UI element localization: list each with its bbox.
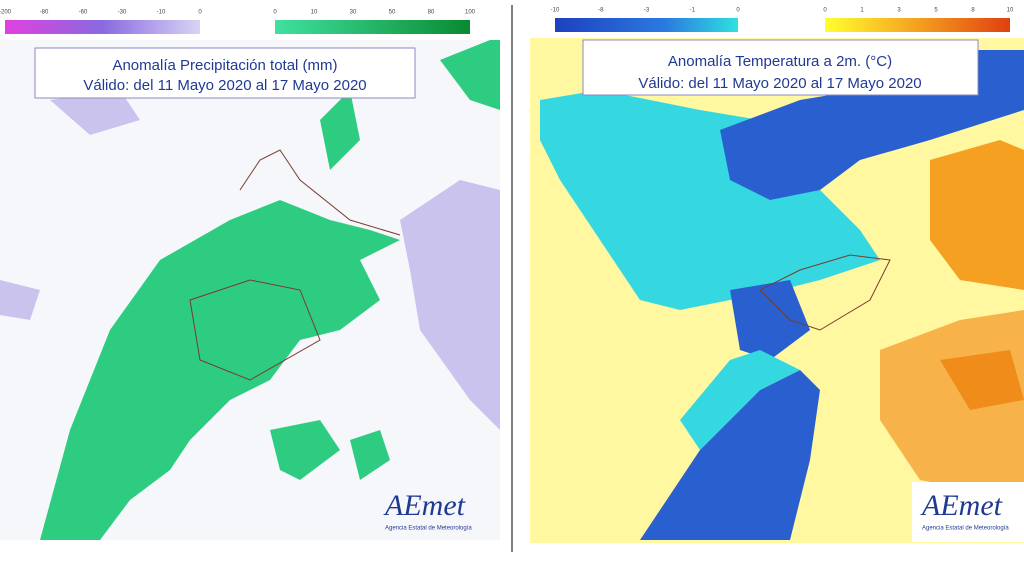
lavender-area xyxy=(400,180,500,430)
title-box xyxy=(34,47,416,99)
green-area xyxy=(440,40,500,110)
colorbar xyxy=(555,18,738,32)
green-area xyxy=(350,430,390,480)
map-title: Anomalía Temperatura a 2m. (°C) xyxy=(668,53,892,70)
logo: AEmet xyxy=(920,489,1003,522)
cyan-area xyxy=(540,90,880,310)
blue-area xyxy=(730,280,810,360)
coastline xyxy=(239,149,401,236)
legend-label: 80 xyxy=(428,10,435,16)
lavender-area xyxy=(50,90,140,135)
title-box xyxy=(582,39,979,96)
orange-area xyxy=(940,350,1024,410)
legend-label: 3 xyxy=(897,8,901,14)
green-area xyxy=(320,90,360,170)
green-area xyxy=(270,420,340,480)
blue-area xyxy=(640,370,820,540)
map-title: Anomalía Precipitación total (mm) xyxy=(112,57,337,74)
precipitation-map: Anomalía Precipitación total (mm) Válido… xyxy=(0,20,500,540)
legend-label: -10 xyxy=(551,8,560,14)
legend-label: -30 xyxy=(118,10,127,16)
legend-label: -60 xyxy=(79,10,88,16)
legend-label: 5 xyxy=(934,8,938,14)
logo-caption: Agencia Estatal de Meteorología xyxy=(922,526,1009,532)
legend-label: 0 xyxy=(198,10,202,16)
logo-box xyxy=(912,482,1024,542)
legend-label: 10 xyxy=(311,10,318,16)
temperature-map: Anomalía Temperatura a 2m. (°C) Válido: … xyxy=(530,18,1024,543)
legend-label: -10 xyxy=(157,10,166,16)
legend-label: 30 xyxy=(350,10,357,16)
coastline xyxy=(759,254,891,331)
legend-label: -3 xyxy=(644,8,650,14)
legend-label: 100 xyxy=(465,10,476,16)
colorbar xyxy=(5,20,200,34)
coastline xyxy=(189,279,321,381)
legend-label: 8 xyxy=(971,8,975,14)
cyan-area xyxy=(680,350,800,450)
colorbar xyxy=(825,18,1010,32)
legend-label: 1 xyxy=(860,8,864,14)
legend-label: 0 xyxy=(736,8,740,14)
legend-label: 0 xyxy=(823,8,827,14)
legend-label: -200 xyxy=(0,10,12,16)
legend-label: 10 xyxy=(1007,8,1014,14)
green-area xyxy=(40,200,400,540)
legend-label: -8 xyxy=(598,8,604,14)
map-subtitle: Válido: del 11 Mayo 2020 al 17 Mayo 2020 xyxy=(638,75,921,92)
legend-label: -80 xyxy=(40,10,49,16)
logo-caption: Agencia Estatal de Meteorología xyxy=(385,526,472,532)
logo: AEmet xyxy=(383,489,466,522)
legend-label: -1 xyxy=(690,8,696,14)
colorbar xyxy=(275,20,470,34)
legend-label: 50 xyxy=(389,10,396,16)
orange-area xyxy=(930,140,1024,290)
lavender-area xyxy=(0,280,40,320)
map-subtitle: Válido: del 11 Mayo 2020 al 17 Mayo 2020 xyxy=(83,77,366,94)
legend-label: 0 xyxy=(273,10,277,16)
